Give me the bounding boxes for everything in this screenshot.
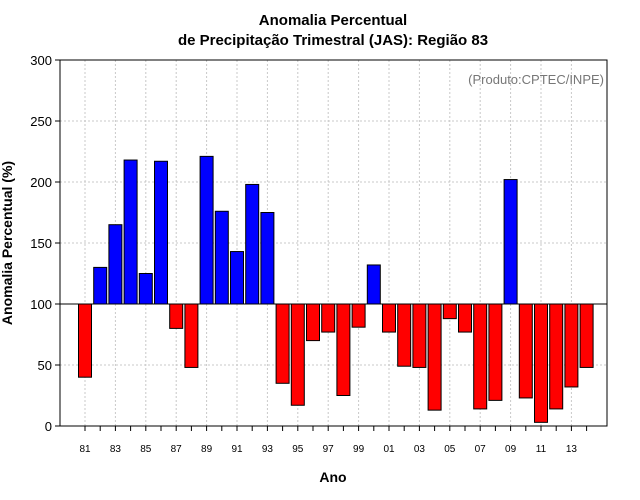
y-tick-label: 0 (45, 419, 52, 434)
bar-95 (290, 303, 305, 406)
bar-99 (351, 303, 366, 328)
bar-83 (108, 224, 123, 305)
x-tick-label: 89 (201, 444, 213, 455)
bar-02 (397, 303, 412, 367)
bar-91 (230, 251, 244, 305)
x-tick-label: 97 (323, 444, 335, 455)
y-tick-label: 100 (30, 297, 52, 312)
source-note: (Produto:CPTEC/INPE) (468, 72, 604, 87)
bar-82 (93, 266, 108, 305)
bar-93 (260, 212, 275, 305)
bars-layer (78, 155, 594, 423)
bar-13 (564, 303, 579, 388)
bar-06 (458, 303, 472, 333)
y-tick-label: 250 (30, 114, 52, 129)
x-tick-label: 03 (414, 444, 426, 455)
x-tick-label: 09 (505, 444, 517, 455)
bar-10 (518, 303, 533, 399)
bar-00 (366, 264, 381, 305)
x-tick-label: 95 (292, 444, 304, 455)
bar-04 (427, 303, 442, 411)
y-tick-label: 200 (30, 175, 52, 190)
y-axis-label: Anomalia Percentual (%) (0, 161, 15, 325)
bar-94 (275, 303, 290, 384)
bar-87 (169, 303, 184, 329)
bar-81 (78, 303, 92, 378)
bar-07 (473, 303, 488, 410)
bar-84 (123, 159, 138, 305)
bar-11 (534, 303, 548, 423)
x-axis-label: Ano (319, 469, 346, 485)
bar-14 (579, 303, 594, 368)
chart-title-line1: Anomalia Percentual (259, 12, 407, 29)
y-tick-label: 300 (30, 53, 52, 68)
bar-03 (412, 303, 427, 368)
bar-85 (138, 273, 153, 305)
bar-96 (306, 303, 320, 342)
bar-01 (382, 303, 396, 333)
x-axis: 81 83 85 87 89 91 93 95 97 99 01 03 05 07 09 11 13 (79, 426, 588, 455)
bar-12 (549, 303, 564, 410)
x-tick-label: 99 (353, 444, 365, 455)
x-tick-label: 11 (536, 444, 547, 455)
y-axis: 0 50 100 150 200 250 300 (30, 53, 60, 434)
bar-89 (199, 155, 214, 305)
x-tick-label: 05 (444, 444, 456, 455)
bar-05 (442, 303, 457, 320)
bar-86 (154, 160, 168, 305)
bar-09 (503, 179, 518, 305)
x-tick-label: 13 (566, 444, 578, 455)
bar-92 (245, 183, 260, 305)
x-tick-label: 01 (383, 444, 395, 455)
x-tick-label: 87 (171, 444, 183, 455)
y-tick-label: 150 (30, 236, 52, 251)
x-tick-label: 93 (262, 444, 274, 455)
bar-97 (321, 303, 336, 333)
x-tick-label: 85 (140, 444, 152, 455)
bar-88 (184, 303, 199, 368)
bar-90 (214, 210, 229, 305)
bar-98 (336, 303, 351, 396)
x-tick-label: 07 (475, 444, 487, 455)
x-tick-label: 91 (231, 444, 243, 455)
x-tick-label: 83 (110, 444, 122, 455)
bar-08 (488, 303, 503, 401)
y-tick-label: 50 (38, 358, 52, 373)
chart-title-line2: de Precipitação Trimestral (JAS): Região… (178, 32, 488, 49)
x-tick-label: 81 (79, 444, 91, 455)
